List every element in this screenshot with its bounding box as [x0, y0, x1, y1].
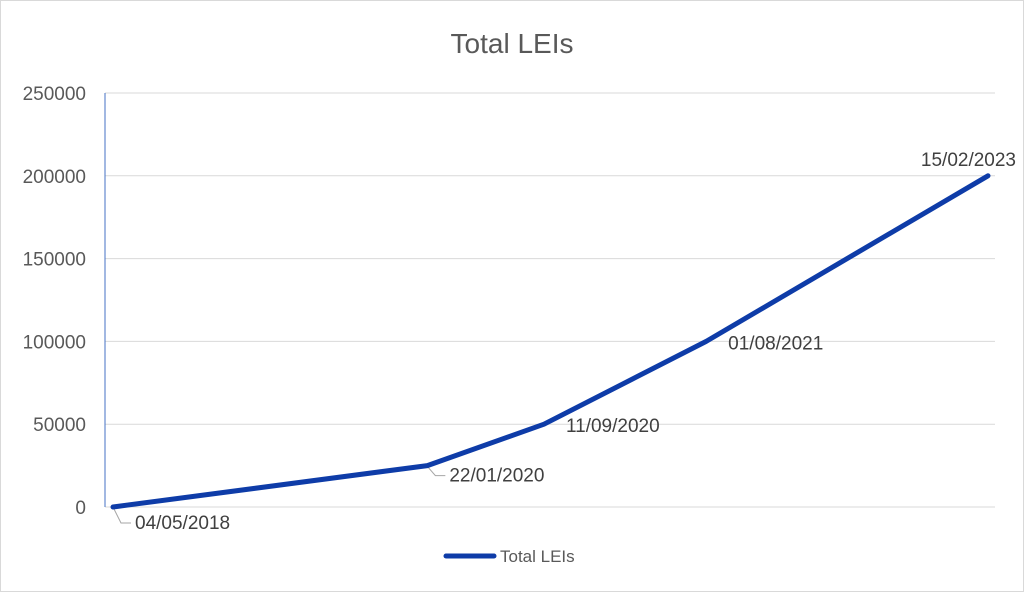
- gridlines: [105, 92, 995, 508]
- legend: Total LEIs: [443, 547, 575, 566]
- data-label-leaders: [113, 467, 446, 524]
- y-tick-label: 50000: [33, 415, 86, 436]
- y-tick-label: 100000: [23, 332, 86, 353]
- legend-label: Total LEIs: [500, 547, 575, 566]
- data-label: 15/02/2023: [921, 150, 1016, 171]
- y-tick-label: 200000: [23, 167, 86, 188]
- data-label: 01/08/2021: [728, 333, 823, 354]
- y-axis-ticks: 0 50000 100000 150000 200000 250000: [23, 84, 86, 519]
- y-tick-label: 150000: [23, 250, 86, 271]
- data-label-leader: [113, 508, 131, 524]
- data-label: 11/09/2020: [566, 416, 660, 437]
- series-line-total-leis: [110, 173, 991, 510]
- data-label: 04/05/2018: [135, 513, 230, 534]
- y-tick-label: 0: [75, 498, 86, 519]
- chart-title: Total LEIs: [451, 28, 574, 59]
- data-label-leader: [427, 467, 446, 477]
- y-tick-label: 250000: [23, 84, 86, 105]
- data-labels: 04/05/2018 22/01/2020 11/09/2020 01/08/2021…: [135, 150, 1016, 534]
- data-label: 22/01/2020: [449, 466, 544, 487]
